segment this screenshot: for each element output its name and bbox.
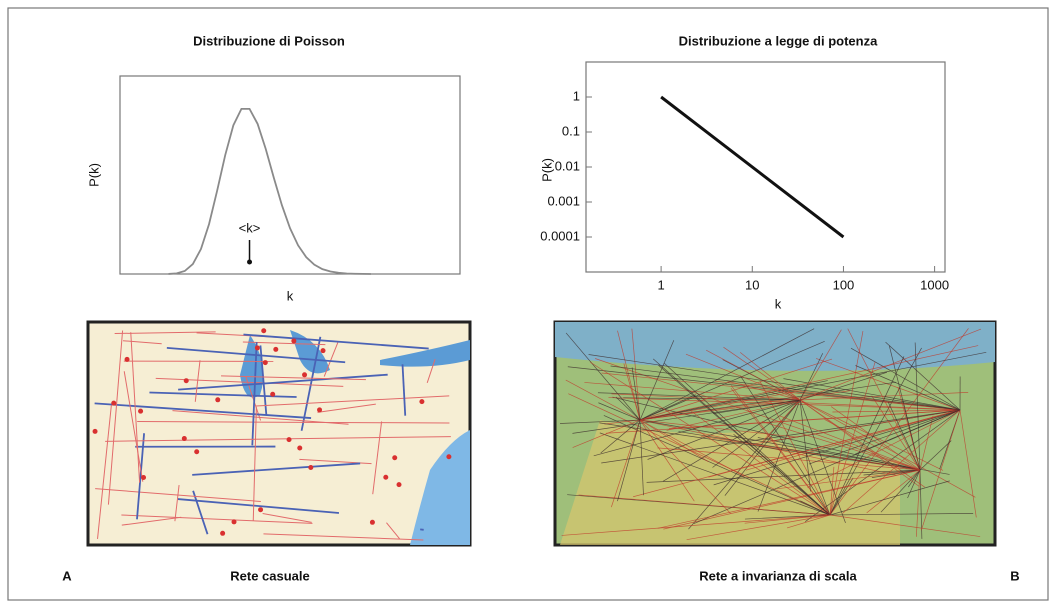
city <box>397 482 402 487</box>
x-axis-label: k <box>775 296 782 311</box>
city <box>287 437 292 442</box>
caption: Rete casuale <box>230 568 310 583</box>
city <box>273 347 278 352</box>
x-tick-label: 10 <box>745 277 759 292</box>
city <box>419 399 424 404</box>
city <box>383 475 388 480</box>
city <box>111 401 116 406</box>
plot-area <box>120 76 460 274</box>
y-tick-label: 0.0001 <box>540 228 580 243</box>
y-tick-label: 1 <box>573 88 580 103</box>
city <box>141 475 146 480</box>
city <box>270 392 275 397</box>
city <box>308 465 313 470</box>
x-axis-label: k <box>287 288 294 303</box>
plot-area <box>586 62 945 272</box>
city <box>194 449 199 454</box>
city <box>93 429 98 434</box>
series-line <box>661 97 843 237</box>
y-axis-label: P(k) <box>539 158 554 182</box>
city <box>261 328 266 333</box>
y-tick-label: 0.1 <box>562 123 580 138</box>
panel-label: A <box>62 568 72 583</box>
city <box>138 409 143 414</box>
map-random-network <box>88 322 470 545</box>
figure: Distribuzione di Poisson Distribuzione a… <box>0 0 1057 608</box>
chart-title: Distribuzione a legge di potenza <box>679 33 878 48</box>
x-tick-label: 100 <box>833 277 855 292</box>
city <box>255 345 260 350</box>
caption: Rete a invarianza di scala <box>699 568 857 583</box>
city <box>317 407 322 412</box>
city <box>220 531 225 536</box>
x-tick-label: 1 <box>657 277 664 292</box>
city <box>302 372 307 377</box>
city <box>184 378 189 383</box>
series-line <box>169 109 371 274</box>
city <box>232 519 237 524</box>
annotation: <k> <box>239 220 261 235</box>
city <box>182 436 187 441</box>
city <box>370 520 375 525</box>
annotation-dot <box>247 260 252 265</box>
city <box>125 357 130 362</box>
panel-label: B <box>1010 568 1019 583</box>
chart-title: Distribuzione di Poisson <box>193 33 345 48</box>
y-axis-label: P(k) <box>86 163 101 187</box>
y-tick-label: 0.01 <box>555 158 580 173</box>
city <box>446 454 451 459</box>
city <box>263 360 268 365</box>
city <box>258 507 263 512</box>
x-tick-label: 1000 <box>920 277 949 292</box>
city <box>321 348 326 353</box>
city <box>392 455 397 460</box>
city <box>297 445 302 450</box>
city <box>215 397 220 402</box>
city <box>291 338 296 343</box>
y-tick-label: 0.001 <box>547 193 580 208</box>
map-scale-free-network <box>555 322 995 545</box>
